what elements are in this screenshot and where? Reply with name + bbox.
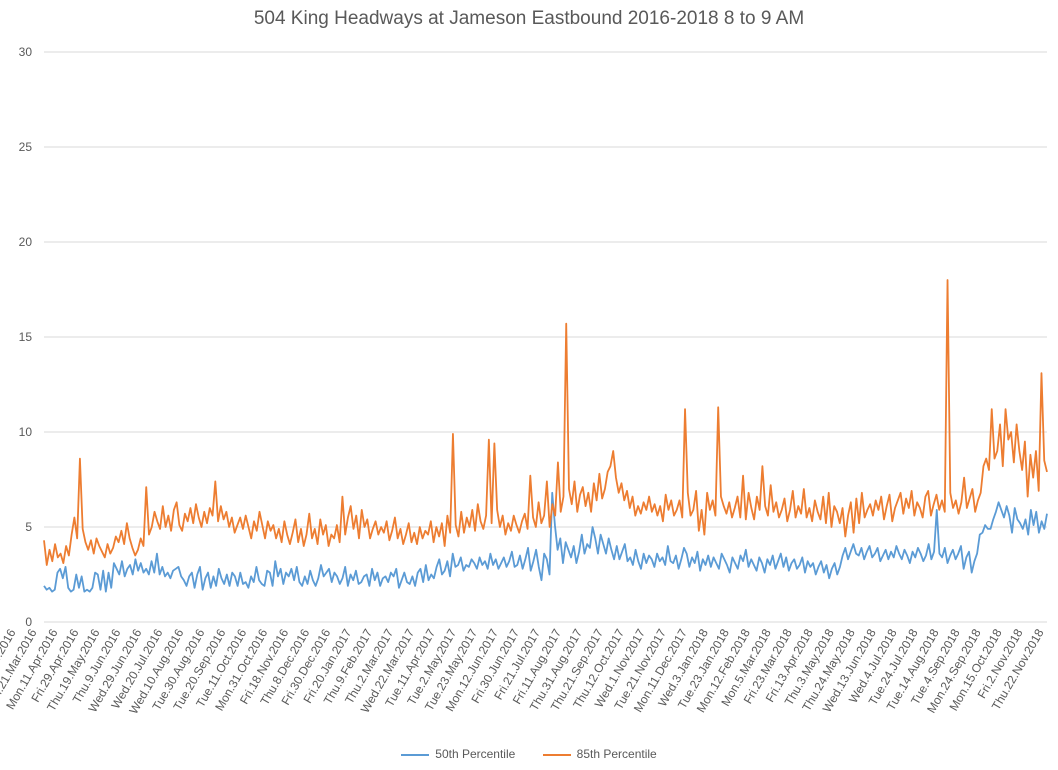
legend-item-85th: 85th Percentile (542, 747, 657, 761)
y-axis-ticks: 0 5 10 15 20 25 30 (19, 45, 33, 629)
y-tick-label: 5 (25, 520, 32, 534)
y-tick-label: 0 (25, 615, 32, 629)
legend-label-50th: 50th Percentile (435, 747, 516, 761)
legend-label-85th: 85th Percentile (576, 747, 657, 761)
y-tick-label: 20 (19, 235, 33, 249)
gridlines (44, 51, 1047, 623)
series-line-50th-percentile (43, 491, 1048, 593)
legend-swatch-50th (401, 753, 430, 756)
y-tick-label: 15 (19, 330, 33, 344)
y-tick-label: 25 (19, 140, 33, 154)
y-tick-label: 30 (19, 45, 33, 59)
legend: 50th Percentile 85th Percentile (0, 747, 1058, 761)
series-line-85th-percentile (43, 279, 1048, 566)
chart-title: 504 King Headways at Jameson Eastbound 2… (253, 8, 805, 29)
series-lines (43, 279, 1048, 593)
x-axis-ticks: Tue.1.Mar.2016Mon.21.Mar.2016Mon.11.Apr.… (0, 626, 1047, 716)
legend-swatch-85th (542, 753, 571, 756)
legend-item-50th: 50th Percentile (401, 747, 515, 761)
y-tick-label: 10 (19, 425, 33, 439)
